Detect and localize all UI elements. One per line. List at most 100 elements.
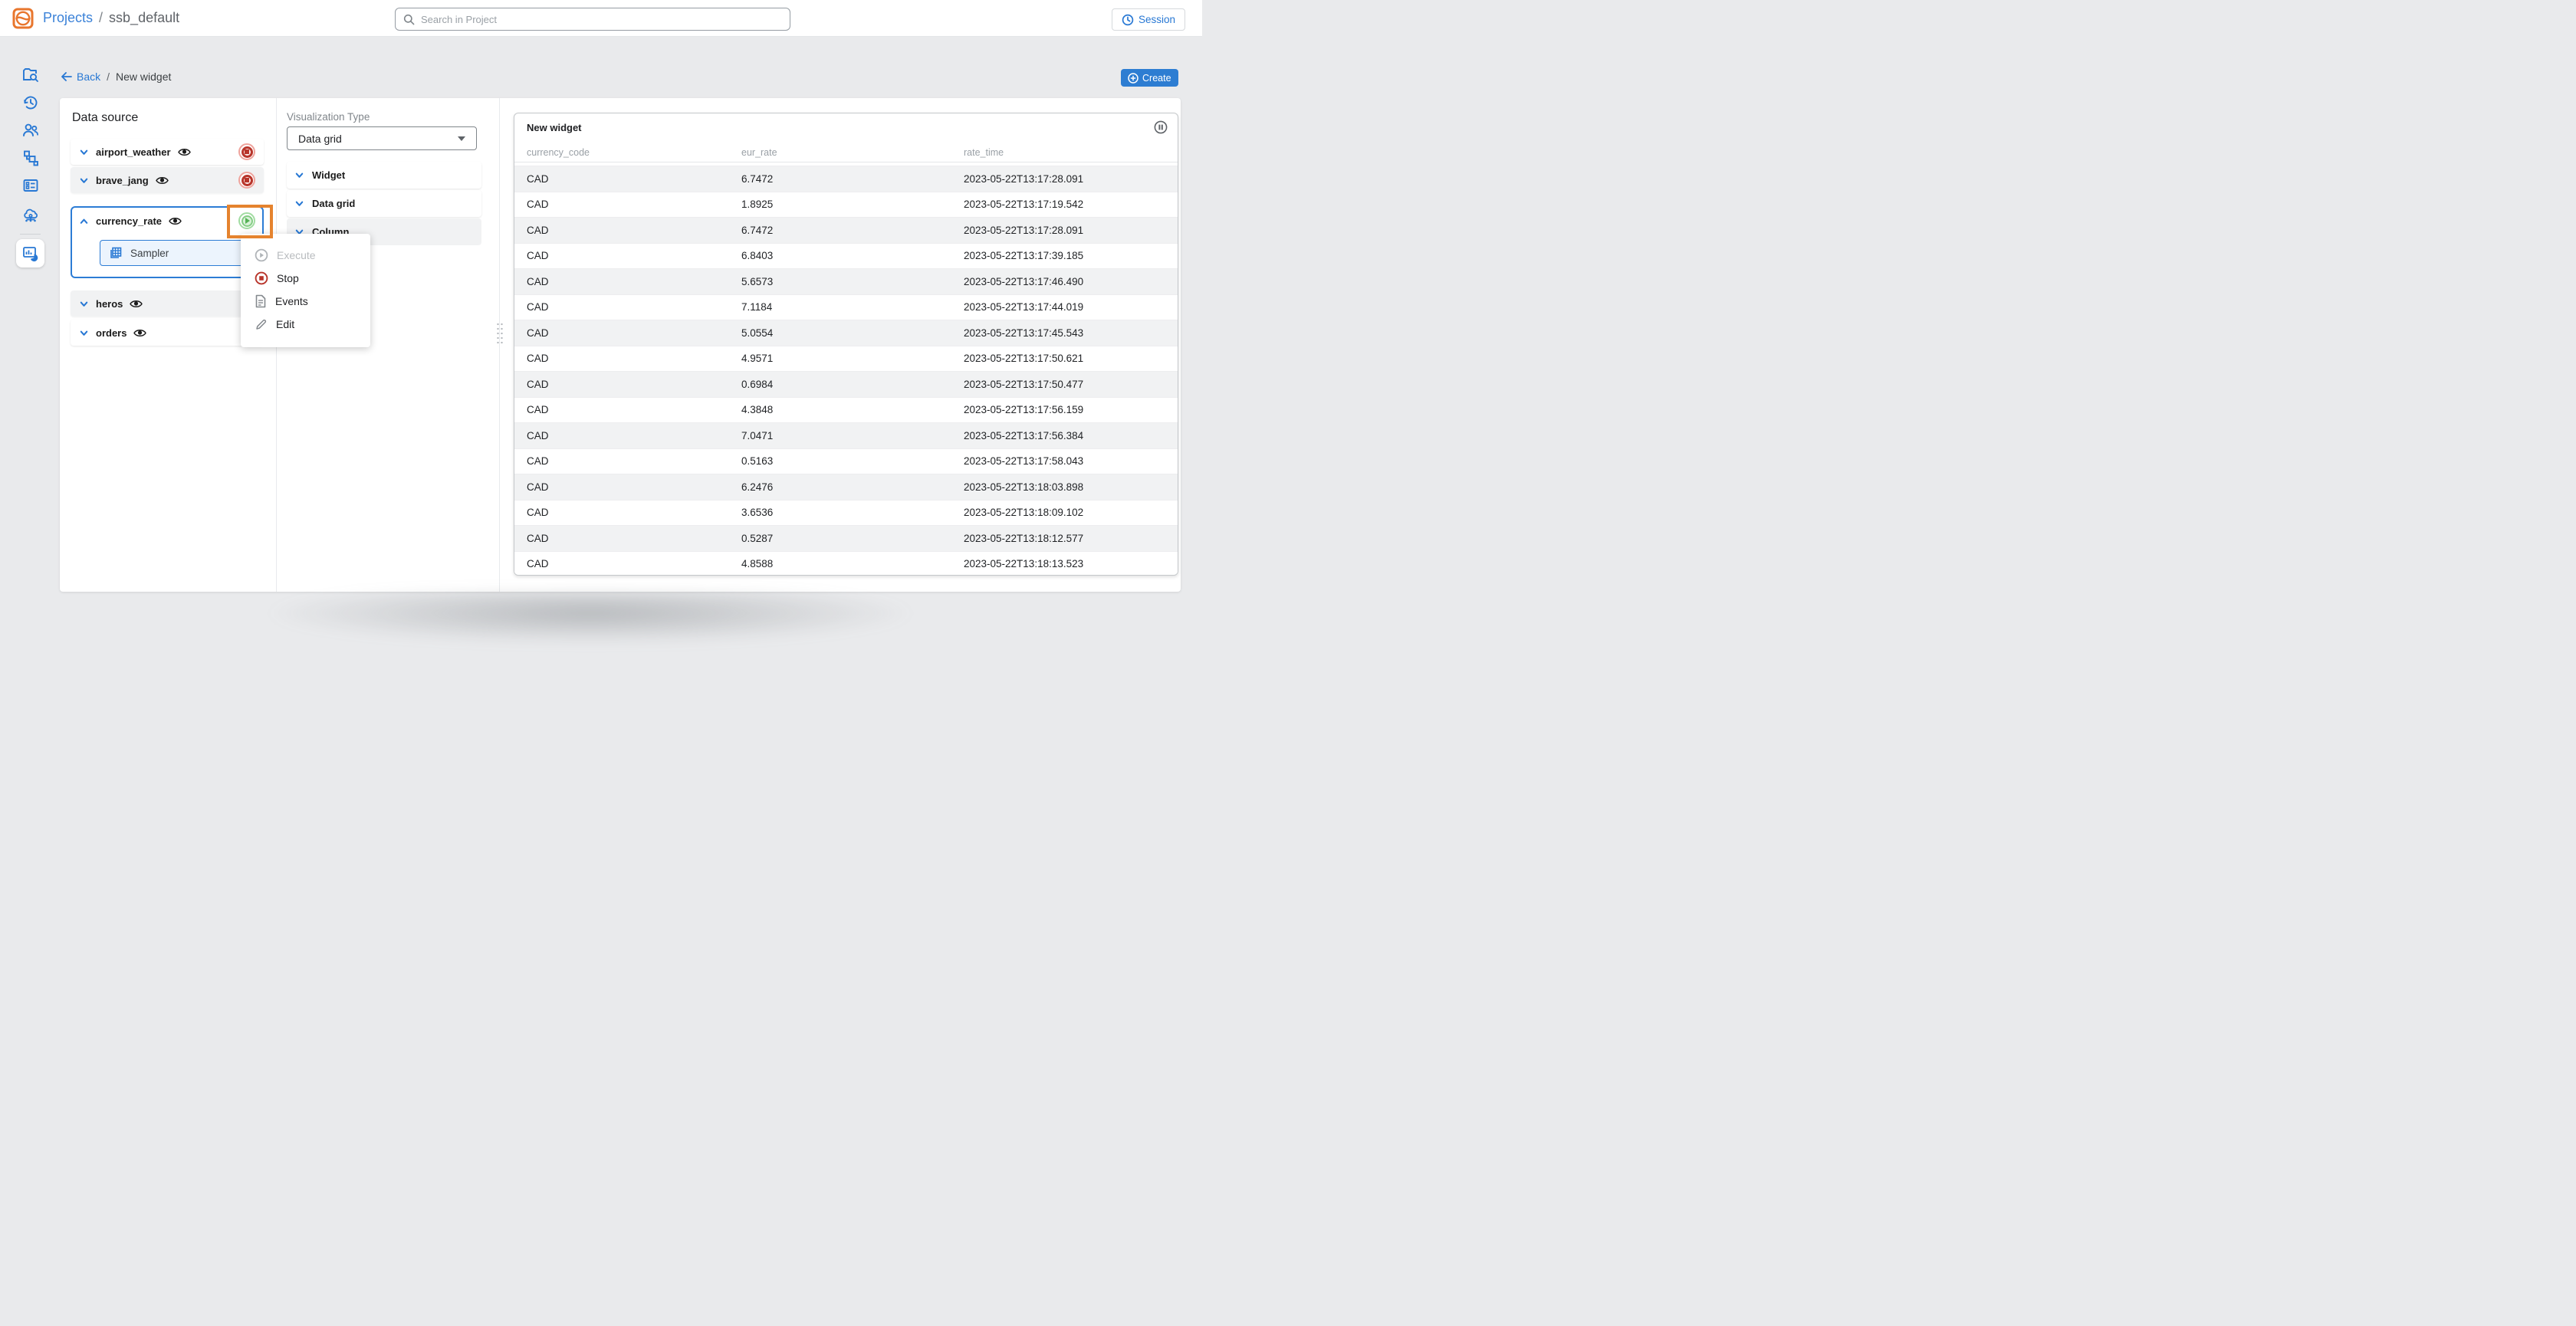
table-row: CAD 6.2476 2023-05-22T13:18:03.898 [514, 474, 1178, 500]
visualization-type-select[interactable]: Data grid [287, 126, 477, 150]
pause-sampling-button[interactable] [1154, 120, 1168, 134]
data-grid-icon [110, 247, 122, 259]
data-sources-cloud-icon[interactable] [21, 205, 40, 223]
cell-currency-code: CAD [527, 455, 741, 467]
chevron-down-icon[interactable] [294, 199, 304, 208]
tree-item-currency-rate[interactable]: currency_rate [72, 208, 262, 234]
chevron-down-icon[interactable] [79, 299, 89, 309]
column-header-rate-time: rate_time [964, 147, 1178, 158]
cell-currency-code: CAD [527, 558, 741, 569]
accordion-data-grid[interactable]: Data grid [287, 190, 481, 217]
cell-eur-rate: 0.5287 [741, 533, 964, 544]
chevron-down-icon[interactable] [294, 170, 304, 180]
cell-eur-rate: 5.0554 [741, 327, 964, 339]
widget-preview-panel: New widget currency_code eur_rate rate_t… [514, 113, 1178, 576]
cell-eur-rate: 7.0471 [741, 430, 964, 441]
table-row: CAD 6.7472 2023-05-22T13:17:28.091 [514, 166, 1178, 192]
table-header-row: currency_code eur_rate rate_time [514, 143, 1178, 162]
table-row: CAD 0.5287 2023-05-22T13:18:12.577 [514, 525, 1178, 551]
breadcrumb-projects-link[interactable]: Projects [43, 10, 93, 26]
chevron-down-icon[interactable] [79, 328, 89, 338]
chevron-down-icon[interactable] [79, 147, 89, 157]
table-row: CAD 1.8925 2023-05-22T13:17:19.542 [514, 192, 1178, 218]
tables-list-icon[interactable] [21, 176, 40, 195]
cell-currency-code: CAD [527, 327, 741, 339]
chevron-down-icon[interactable] [79, 176, 89, 185]
tree-item-label: orders [96, 327, 127, 339]
cell-currency-code: CAD [527, 199, 741, 210]
table-row: CAD 6.8403 2023-05-22T13:17:39.185 [514, 243, 1178, 269]
eye-icon[interactable] [178, 147, 191, 157]
project-search[interactable] [395, 8, 790, 31]
session-button[interactable]: Session [1112, 8, 1185, 31]
table-row: CAD 3.6536 2023-05-22T13:18:09.102 [514, 500, 1178, 526]
cell-currency-code: CAD [527, 173, 741, 185]
menu-item-edit[interactable]: Edit [241, 313, 370, 336]
job-flow-icon[interactable] [21, 149, 40, 167]
eye-icon[interactable] [130, 299, 143, 309]
cell-rate-time: 2023-05-22T13:17:56.384 [964, 430, 1178, 441]
cell-currency-code: CAD [527, 250, 741, 261]
tree-item-airport-weather[interactable]: airport_weather [71, 139, 264, 165]
menu-item-label: Events [275, 295, 308, 307]
cell-currency-code: CAD [527, 430, 741, 441]
job-context-menu: Execute Stop Events Edit [241, 234, 370, 347]
cell-rate-time: 2023-05-22T13:17:50.477 [964, 379, 1178, 390]
back-link[interactable]: Back [61, 71, 100, 83]
sampler-label: Sampler [130, 248, 169, 259]
menu-item-events[interactable]: Events [241, 290, 370, 313]
menu-item-execute: Execute [241, 244, 370, 267]
table-row: CAD 7.0471 2023-05-22T13:17:56.384 [514, 422, 1178, 448]
stop-job-button[interactable] [238, 143, 255, 160]
create-label: Create [1142, 73, 1171, 84]
play-circle-icon [255, 248, 268, 262]
cell-rate-time: 2023-05-22T13:17:19.542 [964, 199, 1178, 210]
table-row: CAD 4.9571 2023-05-22T13:17:50.621 [514, 346, 1178, 372]
eye-icon[interactable] [156, 176, 169, 185]
search-icon [403, 14, 415, 25]
plus-circle-icon [1128, 73, 1138, 84]
history-icon[interactable] [21, 94, 40, 112]
cell-eur-rate: 0.5163 [741, 455, 964, 467]
tree-item-label: brave_jang [96, 175, 149, 186]
tree-child-sampler[interactable]: Sampler [100, 240, 263, 266]
document-icon [255, 294, 267, 308]
explorer-folder-search-icon[interactable] [21, 66, 40, 84]
sub-breadcrumb: Back / New widget [61, 71, 171, 83]
cell-eur-rate: 4.9571 [741, 353, 964, 364]
session-label: Session [1138, 14, 1175, 25]
eye-icon[interactable] [169, 216, 182, 226]
tree-item-brave-jang[interactable]: brave_jang [71, 167, 264, 193]
top-bar: Projects / ssb_default Session [0, 0, 1202, 37]
execute-job-button[interactable] [238, 212, 255, 229]
cell-rate-time: 2023-05-22T13:17:39.185 [964, 250, 1178, 261]
create-button[interactable]: Create [1121, 69, 1178, 87]
stop-job-button[interactable] [238, 172, 255, 189]
tree-item-label: currency_rate [96, 215, 162, 227]
panel-resize-handle[interactable] [496, 322, 504, 346]
cell-currency-code: CAD [527, 379, 741, 390]
arrow-left-icon [61, 72, 72, 81]
cell-eur-rate: 5.6573 [741, 276, 964, 287]
selected-visualization: Data grid [298, 133, 342, 145]
table-row: CAD 5.6573 2023-05-22T13:17:46.490 [514, 268, 1178, 294]
cell-rate-time: 2023-05-22T13:17:56.159 [964, 404, 1178, 415]
accordion-widget[interactable]: Widget [287, 162, 481, 189]
breadcrumb-separator: / [99, 10, 103, 26]
tree-item-heros[interactable]: heros [71, 290, 264, 317]
left-sidebar [0, 37, 60, 619]
menu-item-stop[interactable]: Stop [241, 267, 370, 290]
eye-icon[interactable] [133, 328, 146, 338]
chevron-up-icon[interactable] [79, 216, 89, 226]
cell-currency-code: CAD [527, 507, 741, 518]
table-row: CAD 7.1184 2023-05-22T13:17:44.019 [514, 294, 1178, 320]
tree-item-orders[interactable]: orders [71, 320, 264, 346]
menu-item-label: Execute [277, 249, 316, 261]
table-row: CAD 4.3848 2023-05-22T13:17:56.159 [514, 397, 1178, 423]
users-icon[interactable] [21, 121, 40, 139]
cell-rate-time: 2023-05-22T13:17:28.091 [964, 225, 1178, 236]
tree-item-label: airport_weather [96, 146, 171, 158]
search-input[interactable] [421, 14, 782, 25]
cell-eur-rate: 4.8588 [741, 558, 964, 569]
sidebar-item-widgets-active[interactable] [16, 239, 44, 267]
